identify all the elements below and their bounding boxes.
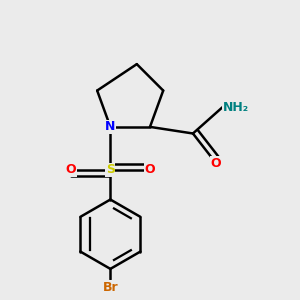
Text: NH₂: NH₂ — [223, 100, 249, 114]
Text: O: O — [65, 163, 76, 176]
Text: S: S — [106, 163, 115, 176]
Text: O: O — [145, 163, 155, 176]
Text: Br: Br — [103, 280, 118, 294]
Text: N: N — [105, 120, 116, 134]
Text: O: O — [211, 157, 221, 170]
